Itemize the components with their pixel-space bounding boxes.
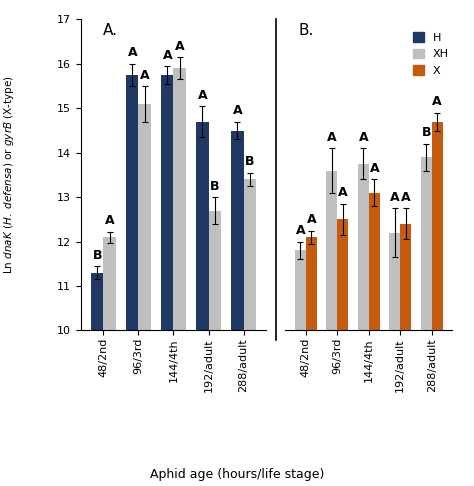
Text: Ln $dnaK$ ($H.\ defensa$) or $gyrB$ (X-type): Ln $dnaK$ ($H.\ defensa$) or $gyrB$ (X-t… xyxy=(2,75,17,275)
Text: A: A xyxy=(233,104,242,117)
Bar xyxy=(326,171,337,486)
Bar xyxy=(196,122,209,486)
Text: A: A xyxy=(338,187,347,199)
Text: A: A xyxy=(358,131,368,144)
Text: A: A xyxy=(105,214,114,227)
Text: A: A xyxy=(432,95,442,108)
Text: A: A xyxy=(327,131,337,144)
Text: A: A xyxy=(295,224,305,237)
Bar xyxy=(295,250,306,486)
Text: A: A xyxy=(369,162,379,175)
Bar xyxy=(161,75,173,486)
Bar xyxy=(244,179,256,486)
Legend: H, XH, X: H, XH, X xyxy=(412,31,450,77)
Text: B: B xyxy=(245,156,255,168)
Text: B.: B. xyxy=(299,22,314,37)
Text: A.: A. xyxy=(103,22,118,37)
Text: B: B xyxy=(421,126,431,139)
Text: B: B xyxy=(210,180,219,193)
Bar xyxy=(389,233,400,486)
Bar xyxy=(306,237,317,486)
Bar xyxy=(358,164,369,486)
Bar xyxy=(231,131,244,486)
Text: A: A xyxy=(175,40,184,53)
Text: A: A xyxy=(401,191,410,204)
Bar xyxy=(126,75,138,486)
Bar xyxy=(421,157,432,486)
Text: A: A xyxy=(163,49,172,62)
Bar xyxy=(173,69,186,486)
Text: A: A xyxy=(198,88,207,102)
Text: A: A xyxy=(390,191,400,204)
Bar xyxy=(91,273,103,486)
Text: A: A xyxy=(128,47,137,59)
Bar xyxy=(432,122,443,486)
Text: B: B xyxy=(92,249,102,261)
Text: A: A xyxy=(140,69,149,82)
Text: A: A xyxy=(307,213,316,226)
Bar xyxy=(209,210,221,486)
Bar xyxy=(103,237,116,486)
Bar xyxy=(337,219,348,486)
Text: Aphid age (hours/life stage): Aphid age (hours/life stage) xyxy=(150,468,324,481)
Bar xyxy=(138,104,151,486)
Bar xyxy=(400,224,411,486)
Bar xyxy=(369,193,380,486)
